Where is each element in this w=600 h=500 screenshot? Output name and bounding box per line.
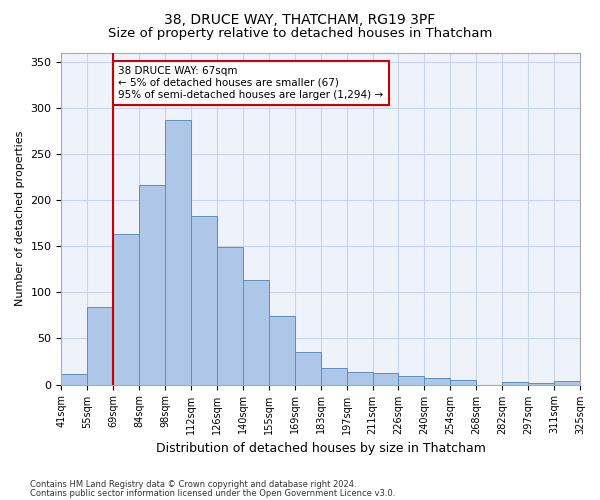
Bar [347, 372, 373, 384]
Bar [113, 234, 139, 384]
Bar [88, 307, 113, 384]
Text: Size of property relative to detached houses in Thatcham: Size of property relative to detached ho… [108, 28, 492, 40]
Bar [502, 382, 528, 384]
Bar [528, 382, 554, 384]
Bar [61, 374, 88, 384]
Text: Contains HM Land Registry data © Crown copyright and database right 2024.: Contains HM Land Registry data © Crown c… [30, 480, 356, 489]
X-axis label: Distribution of detached houses by size in Thatcham: Distribution of detached houses by size … [156, 442, 485, 455]
Bar [295, 352, 321, 384]
Bar [321, 368, 347, 384]
Bar [243, 280, 269, 384]
Bar [191, 216, 217, 384]
Y-axis label: Number of detached properties: Number of detached properties [15, 131, 25, 306]
Bar [451, 380, 476, 384]
Bar [139, 186, 165, 384]
Bar [165, 120, 191, 384]
Bar [217, 247, 243, 384]
Bar [424, 378, 451, 384]
Bar [269, 316, 295, 384]
Bar [373, 372, 398, 384]
Text: 38 DRUCE WAY: 67sqm
← 5% of detached houses are smaller (67)
95% of semi-detache: 38 DRUCE WAY: 67sqm ← 5% of detached hou… [118, 66, 383, 100]
Text: Contains public sector information licensed under the Open Government Licence v3: Contains public sector information licen… [30, 488, 395, 498]
Text: 38, DRUCE WAY, THATCHAM, RG19 3PF: 38, DRUCE WAY, THATCHAM, RG19 3PF [164, 12, 436, 26]
Bar [398, 376, 424, 384]
Bar [554, 381, 580, 384]
